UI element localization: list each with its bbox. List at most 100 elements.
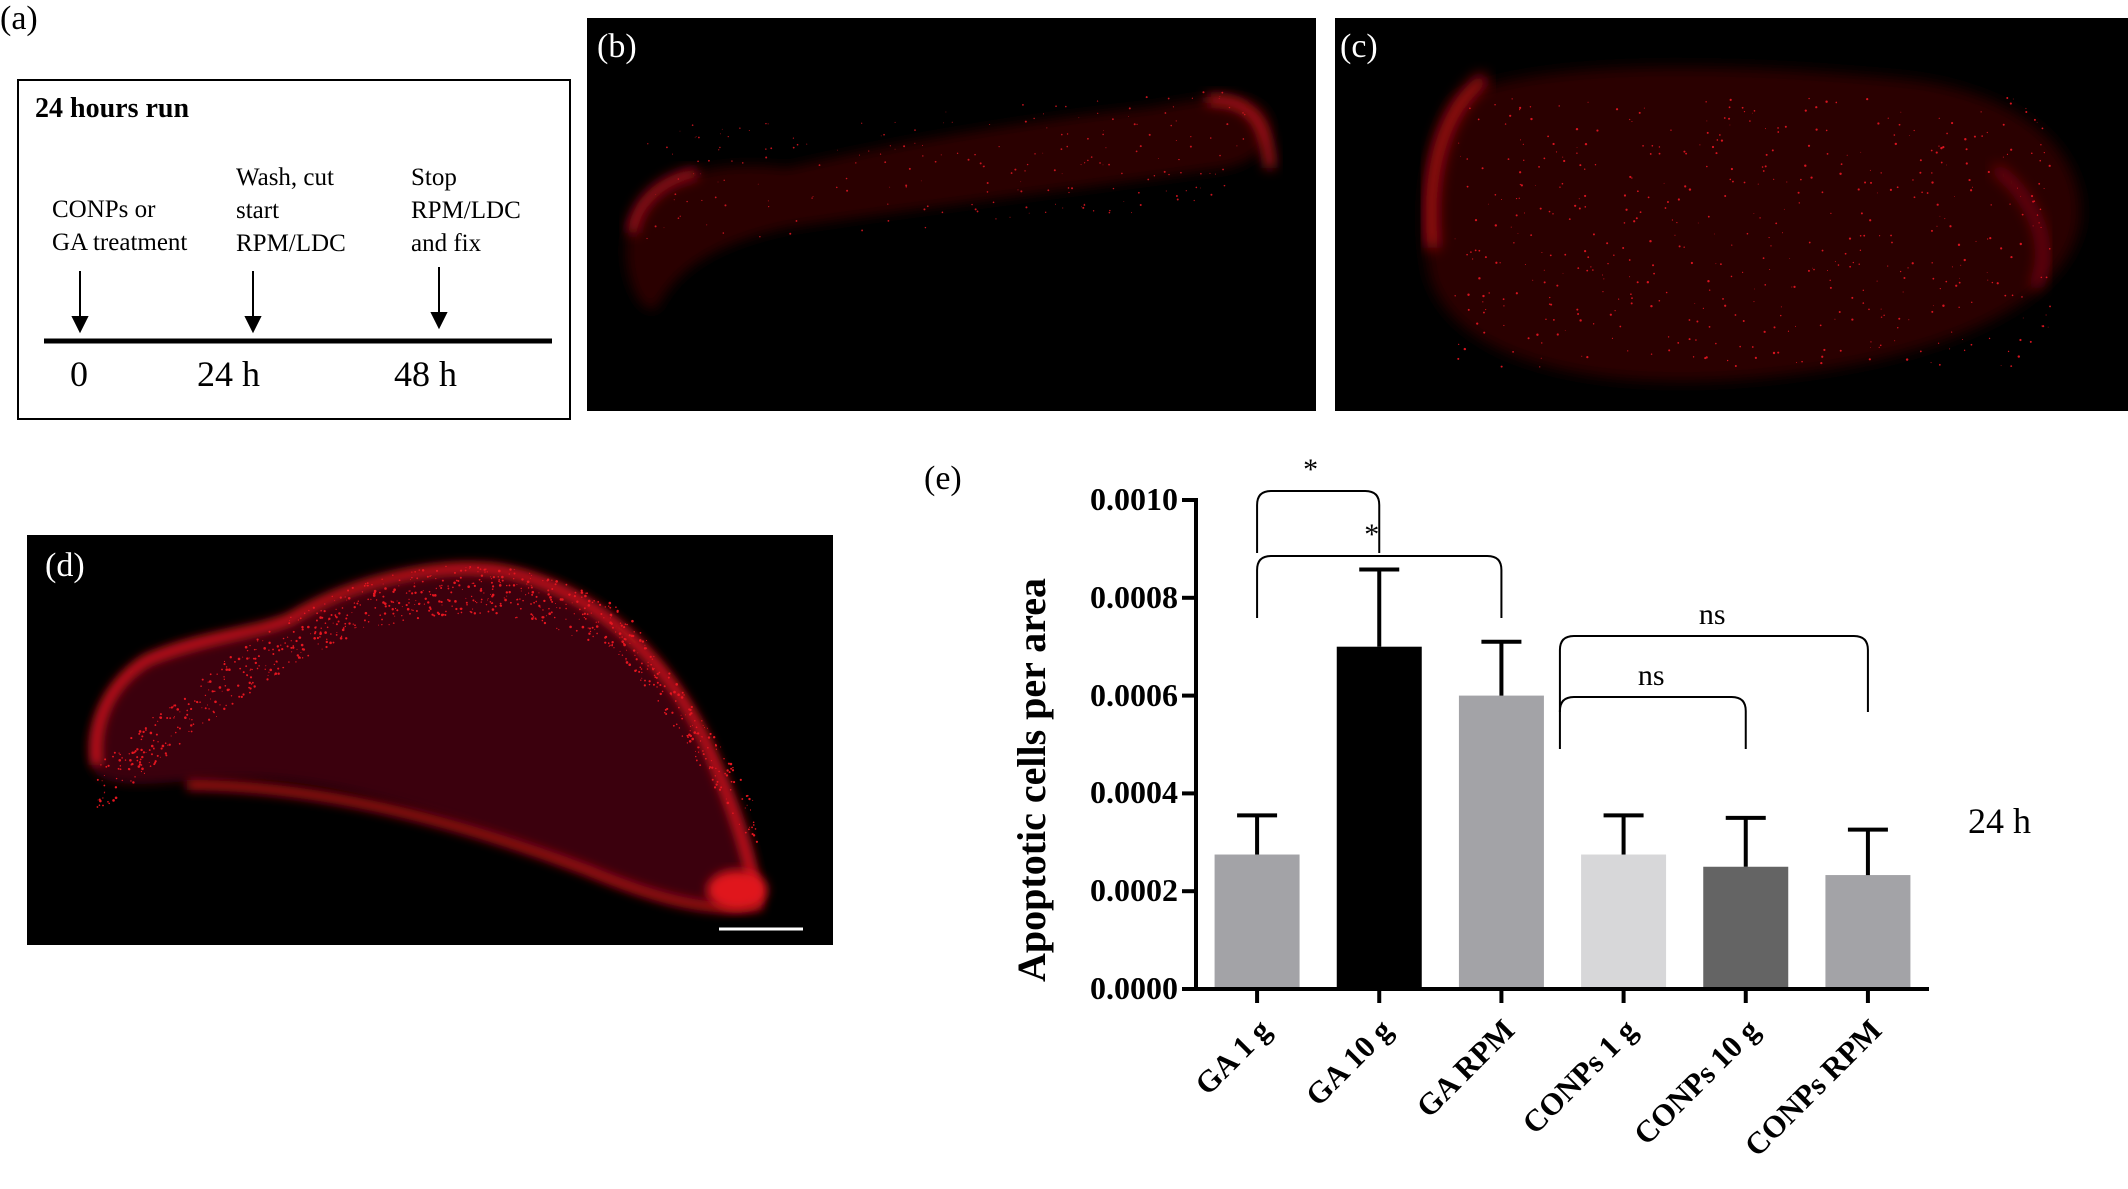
speckle [759, 236, 761, 238]
speckle [641, 671, 643, 674]
speckle [1829, 286, 1832, 289]
speckle [140, 738, 143, 741]
speckle [548, 607, 550, 610]
speckle [471, 582, 473, 584]
speckle [273, 674, 275, 676]
speckle [1939, 215, 1941, 217]
speckle [218, 686, 222, 689]
speckle [547, 593, 550, 596]
speckle [1522, 143, 1524, 145]
speckle [542, 616, 545, 619]
speckle [1020, 181, 1022, 183]
speckle [1500, 198, 1502, 200]
speckle [100, 764, 102, 766]
speckle [440, 613, 444, 617]
speckle [1728, 106, 1731, 109]
speckle [1677, 342, 1680, 344]
significance-bracket-0 [1256, 490, 1381, 553]
speckle [1936, 225, 1938, 227]
speckle [1751, 112, 1753, 114]
speckle [1534, 185, 1536, 187]
micrograph-c: (c) [1335, 18, 2128, 411]
speckle [565, 583, 568, 586]
speckle [1484, 256, 1487, 259]
speckle [1042, 152, 1044, 154]
speckle [237, 657, 241, 661]
speckle [1734, 314, 1737, 316]
speckle [1987, 279, 1989, 281]
speckle [242, 693, 245, 696]
speckle [1905, 358, 1909, 361]
speckle [2010, 255, 2013, 259]
speckle [383, 612, 387, 615]
speckle [525, 594, 527, 596]
speckle [845, 177, 848, 180]
speckle [1564, 330, 1566, 332]
speckle [711, 766, 714, 769]
speckle [889, 145, 891, 147]
speckle [1087, 159, 1089, 162]
speckle [168, 743, 171, 746]
speckle [639, 632, 642, 634]
speckle [1825, 129, 1828, 132]
speckle [922, 155, 924, 157]
speckle [554, 602, 556, 604]
speckle [447, 598, 449, 601]
speckle [301, 648, 304, 651]
speckle [160, 747, 163, 750]
timeline-arrows [44, 267, 552, 344]
speckle [212, 710, 215, 713]
speckle [1851, 296, 1854, 299]
speckle [522, 599, 524, 602]
speckle [1834, 318, 1836, 320]
speckle [979, 162, 982, 165]
speckle [1963, 349, 1966, 352]
speckle [367, 598, 369, 601]
speckle [497, 569, 501, 573]
speckle [174, 704, 177, 707]
speckle [382, 583, 384, 585]
speckle [112, 799, 115, 802]
speckle [2041, 127, 2044, 130]
speckle [538, 604, 541, 607]
speckle [868, 150, 870, 152]
speckle [529, 578, 531, 580]
speckle [96, 806, 99, 808]
speckle [665, 713, 668, 716]
speckle [150, 753, 153, 756]
speckle [752, 824, 755, 826]
speckle [587, 627, 589, 629]
speckle [381, 623, 383, 626]
speckle [1642, 145, 1644, 147]
speckle [621, 636, 623, 638]
speckle [1541, 342, 1543, 344]
speckle [485, 603, 488, 606]
speckle [941, 211, 944, 214]
speckle [855, 162, 857, 164]
speckle [1614, 309, 1616, 312]
speckle [542, 609, 544, 611]
speckle [1708, 289, 1711, 291]
speckle [418, 569, 420, 571]
speckle [284, 642, 286, 644]
speckle [727, 136, 729, 138]
speckle [1552, 142, 1555, 146]
speckle [1136, 123, 1138, 125]
speckle [429, 575, 431, 577]
speckle [1690, 261, 1693, 265]
speckle [479, 612, 481, 614]
speckle [704, 757, 707, 760]
speckle [1485, 308, 1487, 311]
speckle [621, 654, 624, 656]
speckle [1713, 233, 1715, 235]
speckle [1919, 350, 1922, 353]
speckle [1891, 241, 1893, 244]
speckle [1584, 206, 1587, 208]
speckle [1715, 342, 1717, 345]
speckle [1953, 196, 1955, 197]
speckle [2009, 203, 2011, 205]
speckle [1692, 356, 1695, 358]
speckle [506, 595, 508, 597]
speckle [549, 596, 552, 599]
speckle [1487, 203, 1489, 205]
